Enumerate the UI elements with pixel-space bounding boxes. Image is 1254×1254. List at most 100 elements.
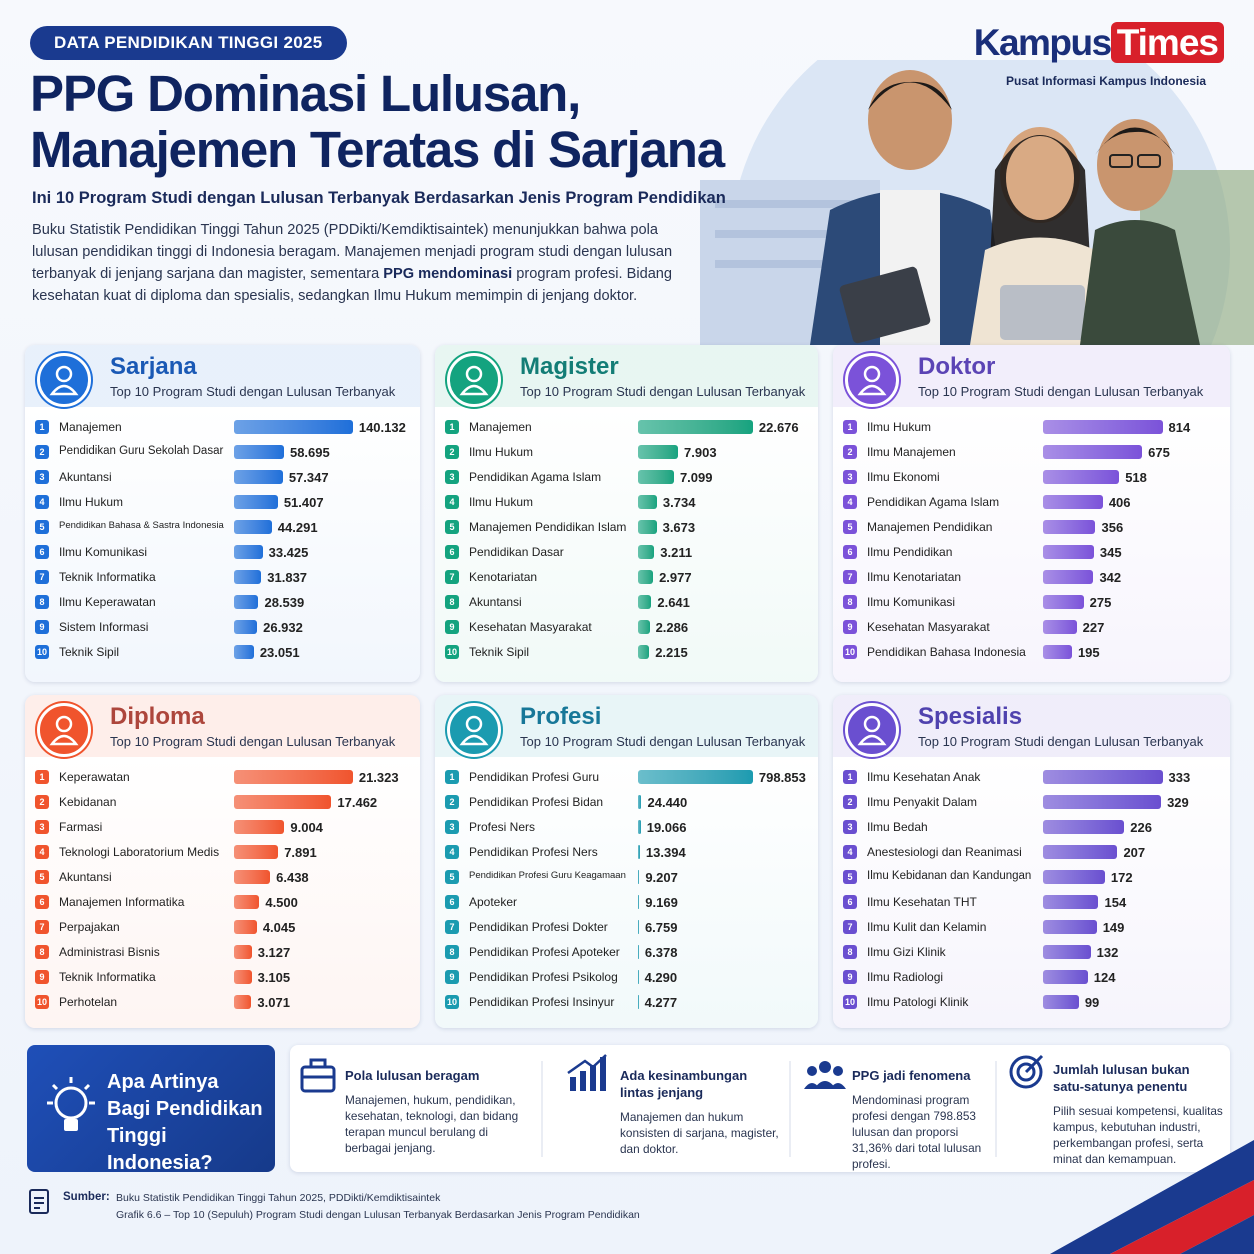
rank-badge: 5 [35,870,49,884]
rank-badge: 3 [445,470,459,484]
value-label: 22.676 [758,420,799,435]
bar [234,845,279,859]
category-label: Teknik Informatika [59,570,156,584]
icon-glyph [49,365,79,396]
rank-badge: 1 [445,770,459,784]
rank-badge: 4 [445,845,459,859]
value-label: 3.127 [257,945,291,960]
bar [234,870,271,884]
value-label: 31.837 [267,570,308,585]
category-label: Manajemen Pendidikan [867,520,993,534]
paragraph-emphasis: PPG mendominasi [383,266,513,282]
bar [637,595,652,609]
bar [637,870,640,884]
value-label: 58.695 [289,445,330,460]
bar [234,920,257,934]
headline-line: Manajemen Teratas di Sarjana [30,121,725,178]
logo-right: Times [1110,22,1224,63]
chart-panel: Sarjana Top 10 Program Studi dengan Lulus… [25,345,420,682]
value-label: 195 [1077,645,1100,660]
rank-badge: 4 [35,845,49,859]
bar [234,470,283,484]
bar [637,995,639,1009]
bar [234,520,272,534]
bar [234,545,263,559]
value-label: 798.853 [758,770,806,785]
panel-title: Diploma [110,703,205,730]
category-label: Akuntansi [469,595,522,609]
value-label: 333 [1168,770,1191,785]
bar [1043,820,1125,834]
bar [637,770,753,784]
panel-icon [447,703,501,757]
rank-badge: 5 [843,870,857,884]
value-label: 518 [1125,470,1147,485]
value-label: 9.207 [645,870,678,885]
value-label: 172 [1110,870,1133,885]
source-icon [29,1189,49,1214]
rank-badge: 1 [843,770,857,784]
rank-badge: 10 [445,645,459,659]
bar [234,445,284,459]
category-label: Ilmu Hukum [867,420,932,434]
rank-badge: 8 [843,595,857,609]
rank-badge: 4 [843,845,857,859]
category-label: Kenotariatan [469,570,538,584]
rank-badge: 3 [445,820,459,834]
panel-subtitle: Top 10 Program Studi dengan Lulusan Terb… [520,384,806,399]
bar [637,570,654,584]
value-label: 814 [1168,420,1191,435]
category-label: Anestesiologi dan Reanimasi [867,845,1022,859]
rank-badge: 9 [445,620,459,634]
rank-badge: 5 [445,520,459,534]
value-label: 28.539 [264,595,305,610]
category-label: Manajemen [59,420,122,434]
bar [637,470,674,484]
rank-badge: 6 [843,895,857,909]
rank-badge: 7 [843,570,857,584]
bar [637,795,642,809]
value-label: 99 [1084,995,1100,1010]
rank-badge: 5 [843,520,857,534]
category-label: Ilmu Ekonomi [867,470,940,484]
category-label: Pendidikan Profesi Insinyur [469,995,615,1009]
panel-subtitle: Top 10 Program Studi dengan Lulusan Terb… [918,734,1204,749]
category-label: Ilmu Hukum [469,495,534,509]
paragraph-text: program profesi. Bidang kesehatan kuat d… [32,266,673,304]
category-label: Pendidikan Guru Sekolah Dasar [59,445,224,457]
bar [1043,570,1094,584]
insight-body: Pilih sesuai kompetensi, kualitas kampus… [1053,1104,1223,1166]
bar [1043,945,1091,959]
chart-panel: Diploma Top 10 Program Studi dengan Lulus… [25,695,420,1028]
bar [637,895,640,909]
category-label: Ilmu Gizi Klinik [867,945,946,959]
bar [637,645,650,659]
bar [637,520,657,534]
panel-icon [37,353,91,407]
bar [1043,995,1079,1009]
bulb-icon [47,1077,95,1131]
rank-badge: 7 [35,920,49,934]
rank-badge: 6 [843,545,857,559]
insight-title: Ada kesinambungan lintas jenjang [620,1068,748,1100]
headline: PPG Dominasi Lulusan, Manajemen Teratas … [30,66,725,178]
value-label: 3.071 [257,995,290,1010]
value-label: 2.641 [657,595,690,610]
category-label: Pendidikan Bahasa Indonesia [867,645,1026,659]
rank-badge: 9 [843,620,857,634]
rank-badge: 2 [35,795,49,809]
panel-title: Spesialis [918,703,1023,730]
category-label: Teknik Sipil [59,645,120,659]
value-label: 406 [1108,495,1131,510]
panel-subtitle: Top 10 Program Studi dengan Lulusan Terb… [918,384,1204,399]
paragraph-text: Buku Statistik Pendidikan Tinggi Tahun 2… [32,222,673,282]
rank-badge: 4 [445,495,459,509]
bar [234,420,353,434]
rank-badge: 9 [445,970,459,984]
category-label: Teknologi Laboratorium Medis [59,845,220,859]
category-label: Farmasi [59,820,103,834]
bar [1043,845,1118,859]
category-label: Sistem Informasi [59,620,149,634]
rank-badge: 8 [35,595,49,609]
